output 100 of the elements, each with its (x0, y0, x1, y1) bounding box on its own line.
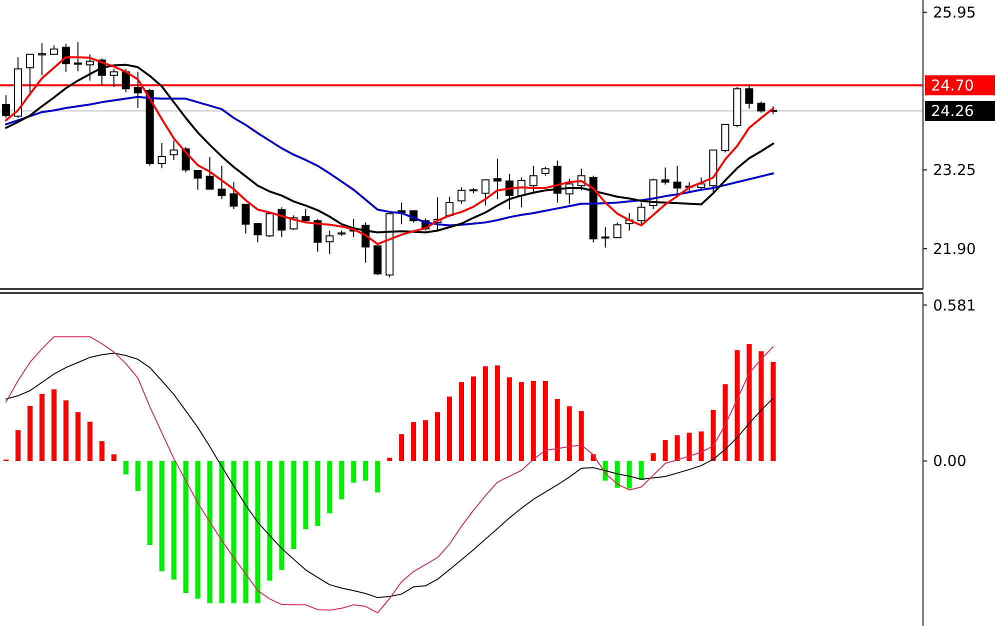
candlestick (326, 230, 334, 254)
candlestick (757, 101, 766, 114)
bar (435, 412, 440, 461)
bar (231, 460, 236, 604)
bar (650, 453, 656, 461)
ref-line-label: 24.70 (931, 76, 974, 94)
candlestick (278, 206, 286, 238)
bar (135, 460, 140, 492)
y-tick-label: 25.95 (933, 4, 976, 22)
candlestick (314, 218, 322, 252)
bar (51, 389, 56, 461)
candlestick (481, 179, 490, 206)
candlestick (613, 222, 622, 239)
bar (15, 430, 20, 461)
bar (746, 344, 752, 461)
candlestick (110, 68, 118, 88)
bar (638, 460, 644, 480)
y-tick-label: 0.581 (933, 296, 976, 314)
bar (566, 406, 572, 461)
bar (327, 460, 332, 514)
bar (542, 381, 548, 461)
bar (722, 384, 728, 461)
candlestick (446, 196, 454, 218)
bar (710, 410, 716, 461)
bar (447, 396, 452, 461)
candlestick (122, 68, 130, 93)
bar (662, 440, 668, 461)
bar (698, 431, 704, 461)
bar (614, 460, 620, 488)
candlestick (529, 165, 538, 194)
bar (482, 366, 488, 461)
candlestick (637, 202, 646, 225)
bar (339, 460, 344, 500)
candlestick (302, 208, 310, 224)
candlestick (2, 94, 10, 118)
bar (207, 460, 212, 604)
bar (123, 460, 128, 474)
bar (411, 422, 416, 461)
bar (494, 365, 500, 461)
candlestick (266, 213, 274, 238)
bar (111, 454, 116, 461)
bar (674, 435, 680, 461)
bar (27, 406, 32, 461)
bar (554, 398, 560, 461)
bar (99, 441, 104, 461)
candlestick (601, 226, 610, 248)
bar (578, 411, 584, 461)
bar (626, 460, 632, 489)
y-tick-label: 21.90 (933, 240, 976, 258)
bar (530, 381, 536, 461)
bar (267, 460, 272, 581)
bar (159, 460, 164, 572)
bar (39, 394, 44, 461)
bar (363, 460, 368, 481)
candlestick (254, 223, 262, 243)
bar (518, 382, 524, 461)
bar (686, 432, 692, 461)
bar (255, 460, 260, 604)
candlestick (218, 165, 226, 200)
bar (183, 460, 188, 593)
bar (171, 460, 176, 580)
candlestick (661, 167, 670, 185)
bar (87, 422, 92, 461)
y-tick-label: 0.00 (933, 452, 966, 470)
bar (75, 412, 80, 461)
candlestick (134, 71, 142, 109)
y-tick-label: 23.25 (933, 161, 976, 180)
candlestick (458, 186, 466, 204)
bar (303, 460, 308, 530)
ref-line-label: 24.26 (931, 102, 974, 120)
bar (506, 377, 512, 461)
candlestick (158, 142, 166, 169)
bar (470, 376, 476, 461)
candlestick (206, 156, 214, 190)
bar (758, 351, 764, 461)
bar (459, 382, 464, 461)
bar (770, 362, 776, 461)
bar (399, 434, 404, 461)
candlestick (745, 84, 754, 110)
bar (315, 460, 320, 526)
bar (147, 460, 152, 545)
candlestick (673, 165, 682, 194)
bar (423, 420, 428, 461)
bar (63, 400, 68, 461)
candlestick (38, 42, 46, 76)
bar (219, 460, 224, 604)
candlestick (26, 54, 34, 93)
bar (734, 350, 740, 461)
bar (243, 460, 248, 604)
bar (387, 458, 392, 461)
candlestick (230, 182, 238, 210)
bar (375, 460, 380, 492)
bar (195, 460, 200, 599)
bar (291, 460, 296, 549)
bar (279, 460, 284, 570)
candlestick (493, 158, 502, 200)
candlestick (242, 204, 250, 234)
candlestick (74, 42, 82, 72)
candlestick (170, 140, 178, 160)
bar (351, 460, 356, 483)
